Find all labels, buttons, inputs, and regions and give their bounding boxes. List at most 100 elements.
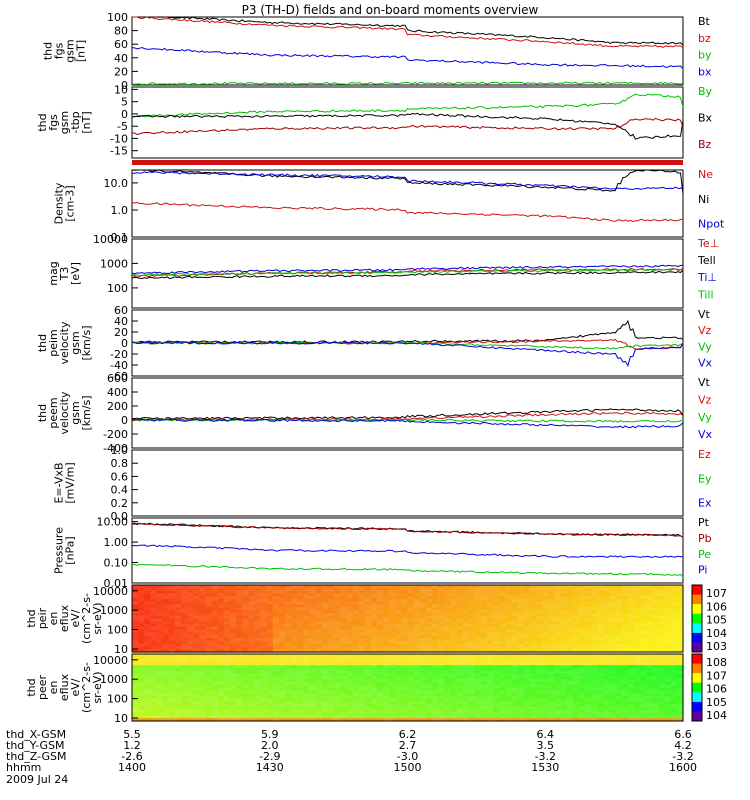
heatmap-cell — [297, 687, 304, 691]
heatmap-cell — [285, 593, 292, 597]
heatmap-cell — [168, 626, 176, 631]
heatmap-cell — [621, 681, 629, 686]
heatmap-cell — [609, 635, 617, 639]
heatmap-cell — [370, 621, 378, 625]
heatmap-cell — [389, 656, 396, 661]
colorbar-segment — [692, 613, 702, 624]
heatmap-cell — [376, 690, 384, 694]
y-axis-label-line: [mV/m] — [64, 462, 77, 503]
heatmap-cell — [174, 693, 182, 697]
y-axis-label-line: gsm — [64, 39, 77, 62]
heatmap-cell — [554, 607, 562, 611]
heatmap-cell — [560, 676, 568, 680]
heatmap-cell — [652, 593, 660, 597]
heatmap-cell — [315, 629, 323, 634]
heatmap-cell — [444, 635, 451, 639]
heatmap-cell — [334, 649, 341, 653]
heatmap-cell — [597, 701, 604, 705]
heatmap-cell — [260, 712, 268, 716]
heatmap-cell — [450, 643, 458, 647]
heatmap-cell — [181, 679, 188, 683]
heatmap-cell — [517, 604, 525, 608]
heatmap-cell — [211, 709, 219, 714]
heatmap-cell — [438, 701, 445, 705]
heatmap-cell — [346, 693, 353, 697]
heatmap-cell — [585, 673, 592, 677]
heatmap-cell — [450, 649, 458, 653]
heatmap-cell — [413, 643, 421, 647]
heatmap-cell — [315, 635, 323, 639]
heatmap-cell — [168, 654, 176, 658]
heatmap-cell — [664, 709, 672, 714]
heatmap-cell — [634, 707, 641, 711]
heatmap-cell — [450, 612, 458, 617]
heatmap-cell — [566, 668, 574, 672]
heatmap-cell — [585, 676, 592, 680]
heatmap-cell — [266, 654, 274, 658]
heatmap-cell — [223, 695, 231, 700]
heatmap-cell — [321, 590, 329, 594]
heatmap-cell — [199, 624, 206, 628]
heatmap-cell — [223, 654, 231, 658]
heatmap-cell — [536, 687, 543, 691]
heatmap-cell — [536, 701, 543, 705]
heatmap-cell — [303, 604, 311, 608]
heatmap-cell — [572, 718, 580, 722]
heatmap-cell — [358, 632, 366, 636]
heatmap-cell — [236, 662, 243, 666]
heatmap-cell — [419, 621, 427, 625]
heatmap-cell — [413, 670, 421, 675]
heatmap-cell — [664, 612, 672, 617]
heatmap-cell — [640, 615, 647, 620]
heatmap-cell — [615, 638, 623, 642]
heatmap-cell — [468, 593, 476, 597]
heatmap-cell — [401, 656, 409, 661]
heatmap-cell — [425, 707, 433, 711]
heatmap-cell — [272, 635, 280, 639]
legend-label: Ex — [698, 497, 712, 510]
heatmap-cell — [646, 638, 653, 642]
heatmap-cell — [425, 615, 433, 620]
heatmap-cell — [260, 695, 268, 700]
heatmap-cell — [438, 604, 445, 608]
heatmap-cell — [132, 654, 139, 658]
heatmap-cell — [205, 618, 213, 622]
heatmap-cell — [309, 646, 317, 650]
heatmap-cell — [340, 687, 347, 691]
heatmap-cell — [609, 610, 617, 614]
heatmap-cell — [309, 618, 317, 622]
heatmap-cell — [352, 712, 360, 716]
heatmap-cell — [285, 615, 292, 620]
heatmap-cell — [181, 695, 188, 700]
heatmap-cell — [487, 656, 494, 661]
heatmap-cell — [321, 684, 329, 689]
heatmap-cell — [285, 587, 292, 592]
heatmap-cell — [334, 693, 341, 697]
heatmap-cell — [438, 585, 445, 589]
heatmap-cell — [297, 662, 304, 666]
y-tick-label: -15 — [110, 145, 128, 158]
heatmap-cell — [181, 670, 188, 675]
heatmap-cell — [358, 646, 366, 650]
heatmap-cell — [468, 656, 476, 661]
heatmap-cell — [603, 601, 611, 606]
heatmap-cell — [542, 621, 549, 625]
heatmap-cell — [150, 621, 158, 625]
heatmap-cell — [517, 596, 525, 600]
heatmap-cell — [315, 590, 323, 594]
heatmap-cell — [468, 618, 476, 622]
heatmap-cell — [150, 673, 158, 677]
heatmap-cell — [432, 590, 439, 594]
heatmap-cell — [346, 587, 353, 592]
heatmap-cell — [462, 624, 470, 628]
heatmap-cell — [376, 646, 384, 650]
heatmap-cell — [615, 621, 623, 625]
heatmap-cell — [315, 624, 323, 628]
heatmap-cell — [340, 621, 347, 625]
heatmap-cell — [462, 695, 470, 700]
heatmap-cell — [370, 604, 378, 608]
y-axis-label-line: fgs — [47, 114, 60, 131]
heatmap-cell — [291, 604, 298, 608]
heatmap-cell — [370, 590, 378, 594]
heatmap-cell — [621, 687, 629, 691]
